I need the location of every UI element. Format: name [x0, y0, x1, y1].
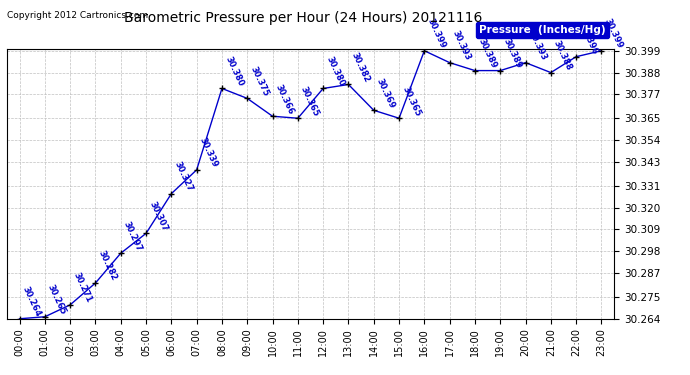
Text: 30.271: 30.271	[72, 271, 93, 304]
Text: 30.399: 30.399	[603, 17, 624, 50]
Text: Copyright 2012 Cartronics.com: Copyright 2012 Cartronics.com	[7, 11, 148, 20]
Text: 30.389: 30.389	[476, 37, 498, 70]
Text: 30.365: 30.365	[299, 85, 321, 118]
Text: 30.380: 30.380	[324, 55, 346, 88]
Text: 30.393: 30.393	[451, 29, 473, 62]
Text: Barometric Pressure per Hour (24 Hours) 20121116: Barometric Pressure per Hour (24 Hours) …	[124, 11, 483, 25]
Text: 30.282: 30.282	[97, 249, 119, 282]
Text: 30.388: 30.388	[552, 39, 574, 72]
Text: 30.389: 30.389	[502, 37, 523, 70]
Text: 30.375: 30.375	[248, 65, 270, 98]
Text: 30.396: 30.396	[578, 23, 599, 56]
Text: 30.365: 30.365	[400, 85, 422, 118]
Text: 30.382: 30.382	[350, 51, 371, 84]
Text: 30.366: 30.366	[274, 82, 295, 116]
Text: 30.307: 30.307	[148, 200, 169, 233]
Text: 30.327: 30.327	[172, 160, 195, 193]
Text: 30.380: 30.380	[224, 55, 245, 88]
Text: 30.369: 30.369	[375, 77, 397, 110]
Text: 30.399: 30.399	[426, 17, 447, 50]
Text: 30.264: 30.264	[21, 285, 43, 318]
Text: 30.339: 30.339	[198, 136, 219, 169]
Text: 30.265: 30.265	[46, 283, 68, 316]
Text: 30.297: 30.297	[122, 220, 144, 253]
Text: 30.393: 30.393	[527, 29, 549, 62]
Legend: Pressure  (Inches/Hg): Pressure (Inches/Hg)	[476, 21, 609, 38]
